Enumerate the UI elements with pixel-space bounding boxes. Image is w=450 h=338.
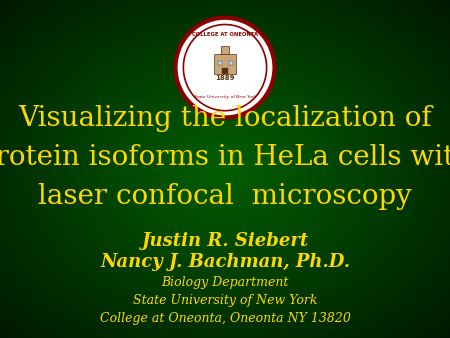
Ellipse shape (176, 18, 274, 117)
Text: Biology Department: Biology Department (161, 276, 289, 289)
Bar (218, 61, 222, 65)
Text: protein isoforms in HeLa cells with: protein isoforms in HeLa cells with (0, 144, 450, 171)
Bar (222, 68, 228, 74)
Text: 1889: 1889 (215, 75, 235, 81)
Text: College at Oneonta, Oneonta NY 13820: College at Oneonta, Oneonta NY 13820 (99, 312, 351, 324)
Bar (221, 46, 229, 54)
Text: State University of New York: State University of New York (194, 95, 256, 99)
Text: Justin R. Siebert: Justin R. Siebert (141, 232, 309, 250)
Text: COLLEGE AT ONEONTA: COLLEGE AT ONEONTA (192, 32, 258, 37)
Text: State University of New York: State University of New York (133, 294, 317, 307)
Bar (214, 54, 236, 74)
Text: Nancy J. Bachman, Ph.D.: Nancy J. Bachman, Ph.D. (100, 253, 350, 271)
Text: laser confocal  microscopy: laser confocal microscopy (38, 183, 412, 210)
Bar (229, 61, 233, 65)
Text: Visualizing the localization of: Visualizing the localization of (18, 105, 432, 132)
